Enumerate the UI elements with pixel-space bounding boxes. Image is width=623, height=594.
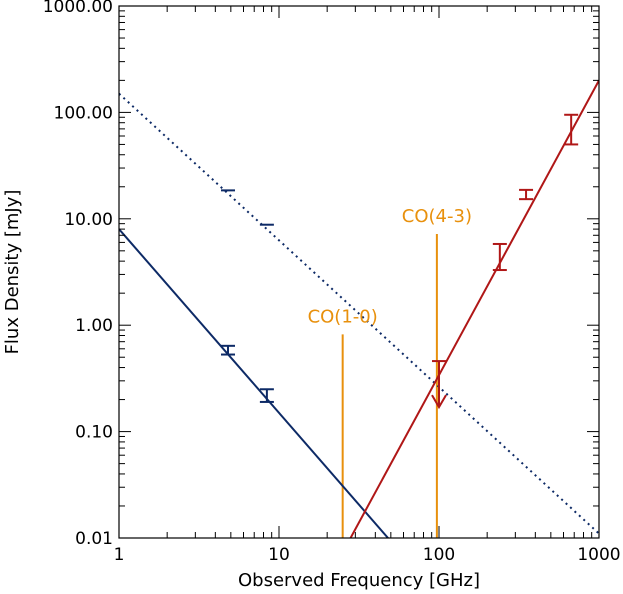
y-tick-label: 10.00: [64, 210, 113, 230]
annotation-label-2: CO(4-3): [402, 206, 472, 227]
series-3-point-2: [519, 188, 534, 201]
series-3-upper-limit-1: [431, 360, 447, 410]
series-1-point-1: [220, 344, 235, 356]
series-3-point-3: [564, 113, 579, 146]
y-axis-label: Flux Density [mJy]: [2, 190, 23, 355]
plot-frame: [118, 5, 600, 539]
y-tick-label: 1.00: [75, 316, 113, 336]
plot-marks: [119, 79, 599, 538]
axis-ticks: [118, 5, 600, 539]
series-1-point-2: [259, 388, 274, 403]
y-tick-label: 1000.00: [43, 0, 113, 17]
upper-limit-arrow: [431, 394, 447, 410]
x-tick-label: 1000: [577, 545, 620, 565]
x-axis-label: Observed Frequency [GHz]: [238, 570, 480, 591]
series-2-line: [119, 92, 599, 535]
series-3-point-1: [492, 242, 507, 272]
y-tick-label: 100.00: [54, 103, 113, 123]
x-tick-label: 100: [423, 545, 455, 565]
series-3-line: [349, 79, 599, 538]
x-tick-label: 10: [268, 545, 290, 565]
y-tick-label: 0.10: [75, 423, 113, 443]
annotation-label-1: CO(1-0): [308, 306, 378, 327]
x-tick-label: 1: [114, 545, 125, 565]
y-tick-label: 0.01: [75, 529, 113, 549]
series-1-line: [119, 228, 389, 538]
